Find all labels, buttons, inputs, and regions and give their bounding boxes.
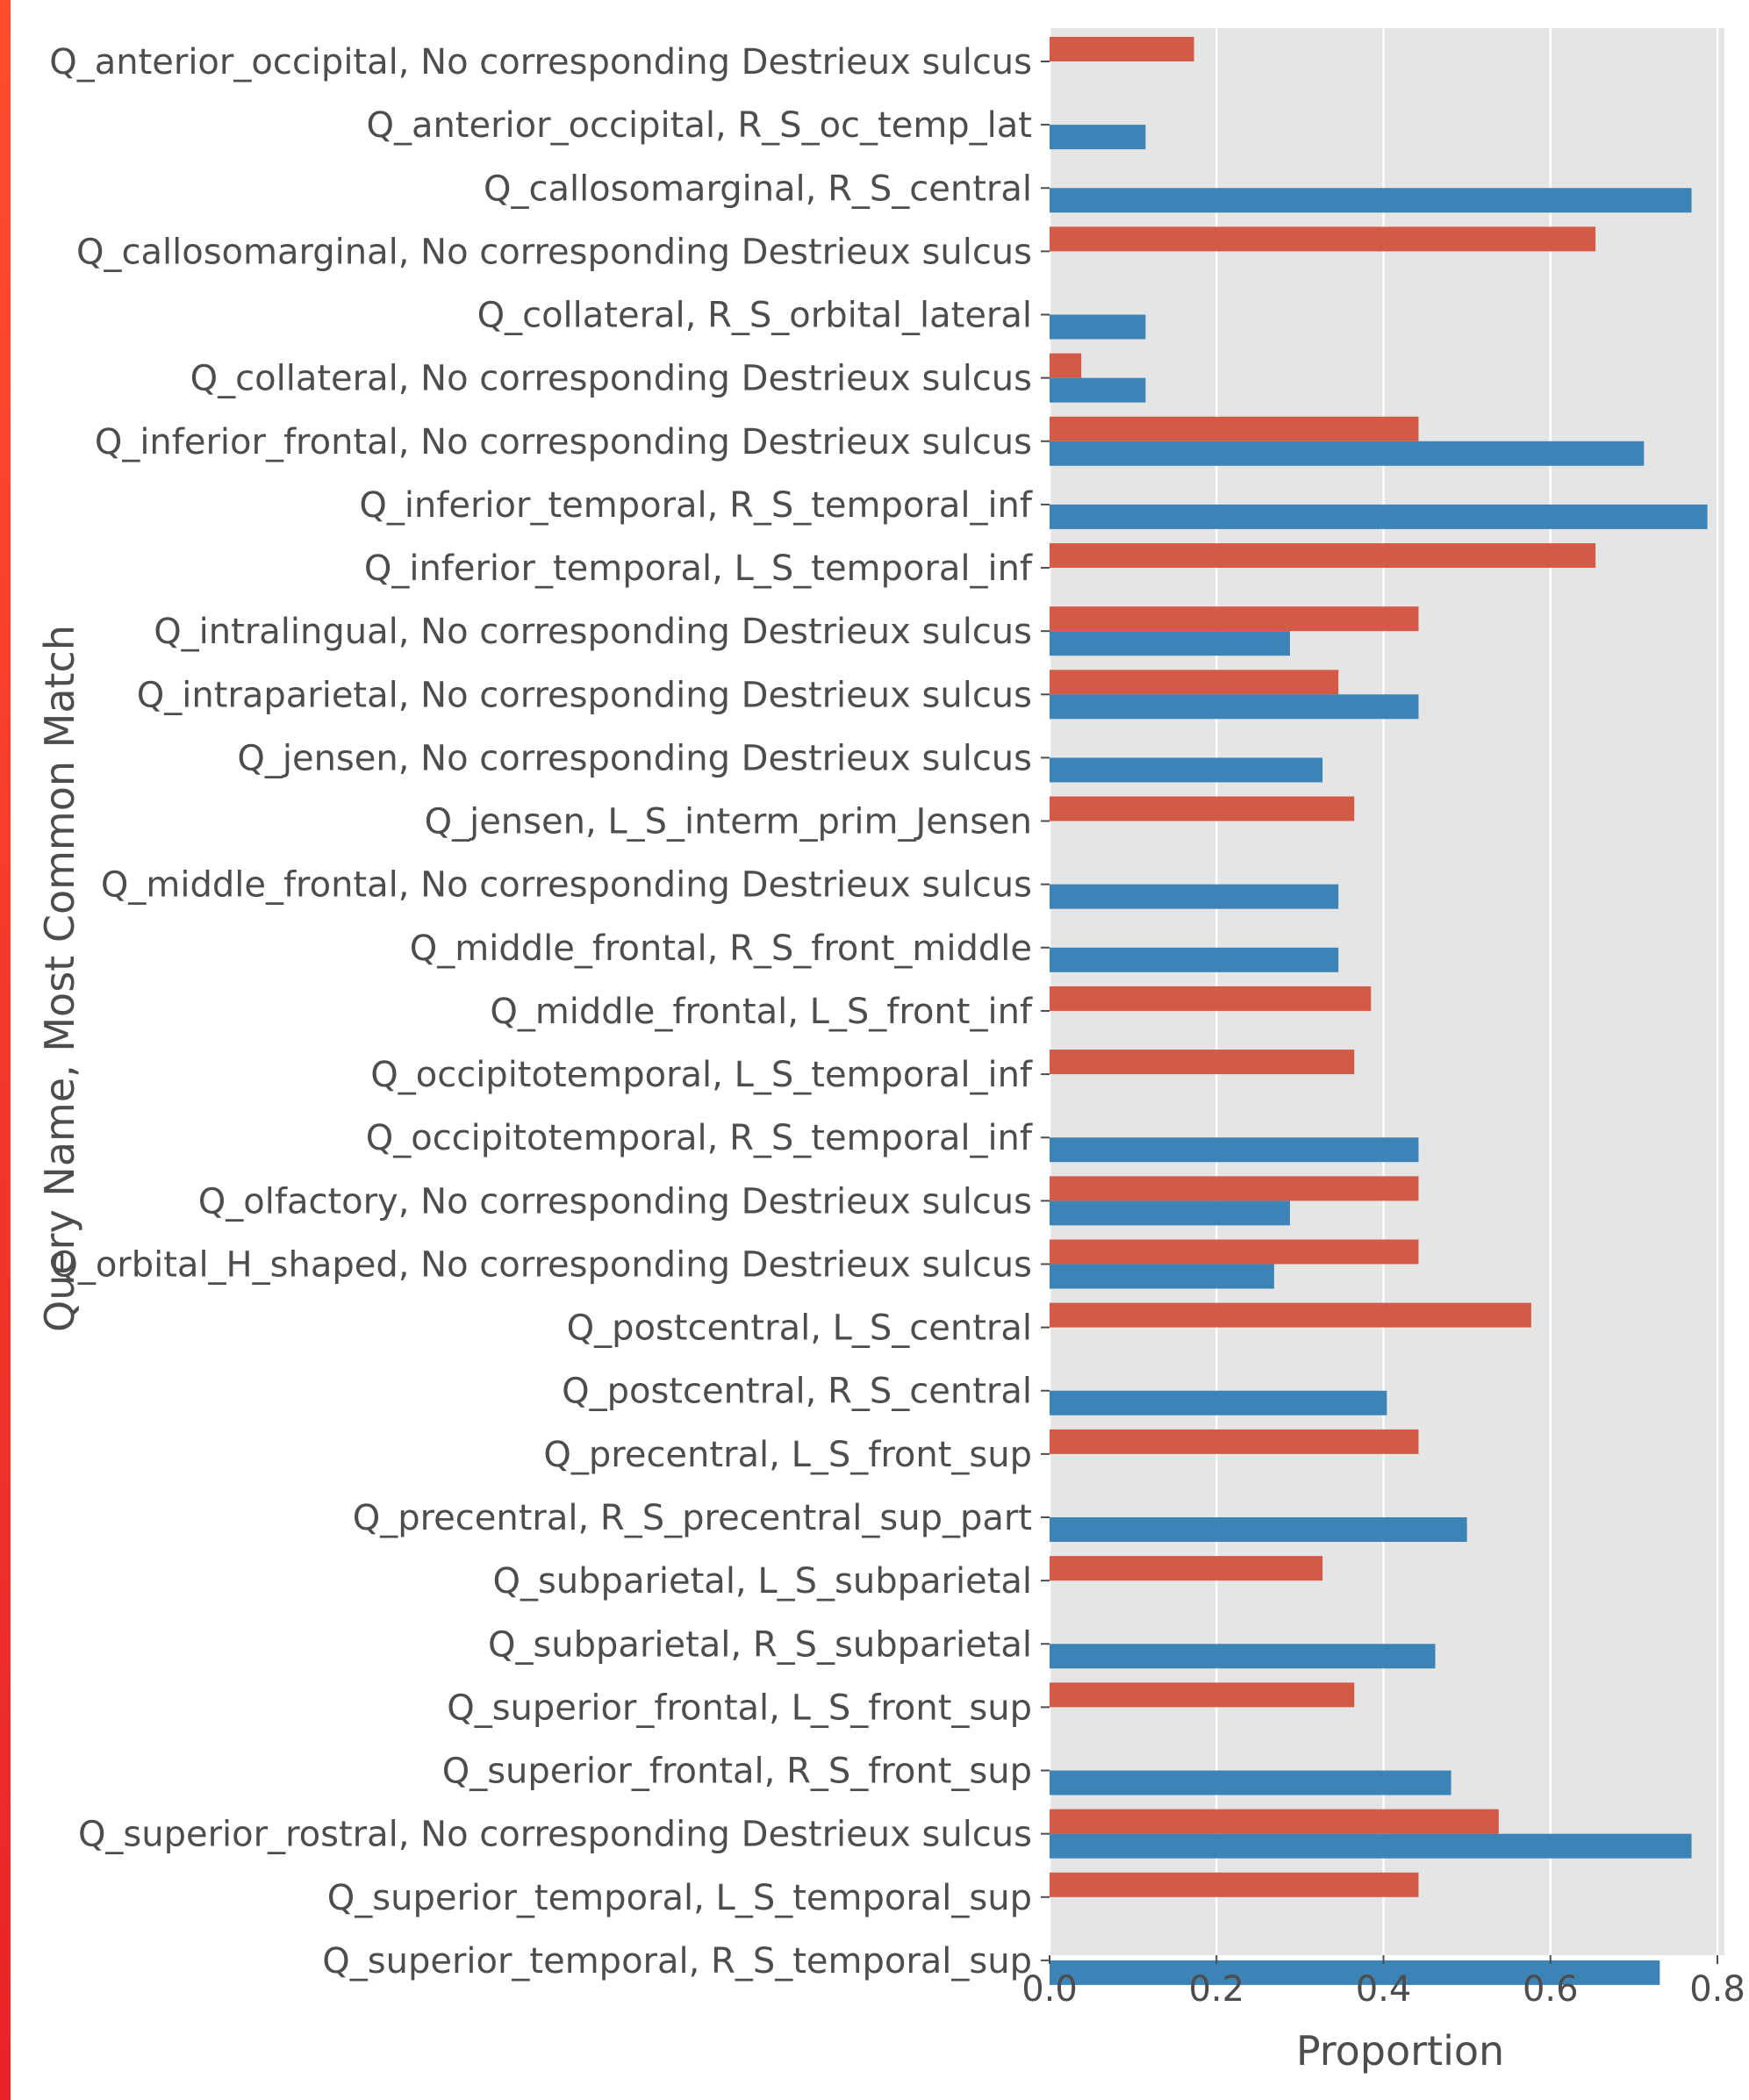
bar-red: [1050, 37, 1194, 61]
y-tick-label: Q_callosomarginal, No corresponding Dest…: [76, 232, 1032, 272]
y-tick-label: Q_callosomarginal, R_S_central: [484, 168, 1032, 209]
bar-red: [1050, 543, 1596, 569]
y-axis-ticks: Q_anterior_occipital, No corresponding D…: [49, 42, 1050, 1982]
y-tick-label: Q_superior_temporal, L_S_temporal_sup: [327, 1878, 1032, 1918]
y-tick-label: Q_anterior_occipital, R_S_oc_temp_lat: [366, 105, 1032, 146]
bar-red: [1050, 606, 1419, 632]
y-tick-label: Q_superior_rostral, No corresponding Des…: [78, 1815, 1032, 1855]
y-tick-label: Q_inferior_temporal, R_S_temporal_inf: [359, 485, 1033, 526]
x-tick-label: 0.0: [1021, 1969, 1078, 2010]
bar-red: [1050, 416, 1419, 441]
y-axis-title: Query Name, Most Common Match: [36, 625, 83, 1332]
bar-blue: [1050, 377, 1146, 403]
bar-blue: [1050, 441, 1645, 466]
bar-blue: [1050, 125, 1146, 150]
bar-red: [1050, 1050, 1355, 1075]
y-tick-label: Q_middle_frontal, R_S_front_middle: [410, 928, 1032, 969]
y-tick-label: Q_precentral, L_S_front_sup: [543, 1435, 1032, 1475]
bar-blue: [1050, 884, 1339, 909]
y-tick-label: Q_intraparietal, No corresponding Destri…: [137, 675, 1032, 715]
bar-red: [1050, 1682, 1355, 1708]
bar-red: [1050, 1872, 1419, 1897]
bar-blue: [1050, 757, 1323, 783]
bar-red: [1050, 670, 1339, 695]
bar-blue: [1050, 1960, 1660, 1985]
y-tick-label: Q_inferior_temporal, L_S_temporal_inf: [364, 548, 1033, 589]
x-tick-label: 0.8: [1689, 1969, 1745, 2010]
y-tick-label: Q_intralingual, No corresponding Destrie…: [154, 612, 1032, 652]
y-tick-label: Q_superior_temporal, R_S_temporal_sup: [322, 1941, 1032, 1982]
y-tick-label: Q_occipitotemporal, R_S_temporal_inf: [366, 1118, 1033, 1158]
bar-blue: [1050, 1390, 1387, 1416]
y-tick-label: Q_anterior_occipital, No corresponding D…: [49, 42, 1032, 82]
bar-red: [1050, 1429, 1419, 1454]
bar-red: [1050, 796, 1355, 821]
bar-red: [1050, 985, 1372, 1011]
y-tick-label: Q_middle_frontal, L_S_front_inf: [490, 992, 1033, 1032]
bar-red: [1050, 353, 1082, 378]
bar-blue: [1050, 947, 1339, 972]
bar-red: [1050, 1809, 1499, 1834]
bar-blue: [1050, 314, 1146, 340]
y-tick-label: Q_olfactory, No corresponding Destrieux …: [198, 1181, 1032, 1222]
bar-blue: [1050, 1770, 1452, 1795]
bar-blue: [1050, 1264, 1274, 1289]
y-tick-label: Q_subparietal, R_S_subparietal: [488, 1624, 1032, 1665]
left-edge-accent-bar: [0, 0, 11, 2100]
y-tick-label: Q_collateral, No corresponding Destrieux…: [190, 359, 1032, 399]
x-axis-ticks: 0.0 0.2 0.4 0.6 0.8: [1021, 1955, 1745, 2010]
y-tick-label: Q_postcentral, R_S_central: [562, 1372, 1032, 1412]
bar-red: [1050, 1556, 1323, 1581]
bars-group: [1050, 37, 1708, 1985]
x-axis-title: Proportion: [1296, 2027, 1504, 2075]
y-tick-label: Q_middle_frontal, No corresponding Destr…: [101, 865, 1032, 906]
bar-blue: [1050, 631, 1290, 656]
y-tick-label: Q_postcentral, L_S_central: [567, 1308, 1032, 1349]
bar-blue: [1050, 504, 1708, 529]
y-tick-label: Q_jensen, No corresponding Destrieux sul…: [237, 738, 1032, 778]
y-tick-label: Q_orbital_H_shaped, No corresponding Des…: [50, 1244, 1032, 1285]
y-tick-label: Q_superior_frontal, L_S_front_sup: [447, 1688, 1032, 1728]
y-tick-label: Q_superior_frontal, R_S_front_sup: [442, 1752, 1032, 1792]
bar-red: [1050, 1176, 1419, 1201]
bar-red: [1050, 226, 1596, 252]
bar-red: [1050, 1239, 1419, 1265]
bar-blue: [1050, 1516, 1467, 1542]
y-tick-label: Q_jensen, L_S_interm_prim_Jensen: [425, 802, 1032, 842]
bar-blue: [1050, 1644, 1436, 1669]
x-tick-label: 0.4: [1356, 1969, 1412, 2010]
bar-blue: [1050, 694, 1419, 720]
bar-red: [1050, 1302, 1531, 1328]
y-tick-label: Q_occipitotemporal, L_S_temporal_inf: [370, 1055, 1033, 1095]
x-tick-label: 0.2: [1188, 1969, 1244, 2010]
x-tick-label: 0.6: [1523, 1969, 1579, 2010]
bar-blue: [1050, 1137, 1419, 1163]
y-tick-label: Q_inferior_frontal, No corresponding Des…: [95, 422, 1032, 462]
bar-blue: [1050, 1833, 1692, 1859]
bar-blue: [1050, 1201, 1290, 1226]
y-tick-label: Q_collateral, R_S_orbital_lateral: [477, 296, 1032, 336]
bar-blue: [1050, 188, 1692, 213]
y-tick-label: Q_subparietal, L_S_subparietal: [492, 1561, 1032, 1602]
y-tick-label: Q_precentral, R_S_precentral_sup_part: [353, 1498, 1032, 1538]
